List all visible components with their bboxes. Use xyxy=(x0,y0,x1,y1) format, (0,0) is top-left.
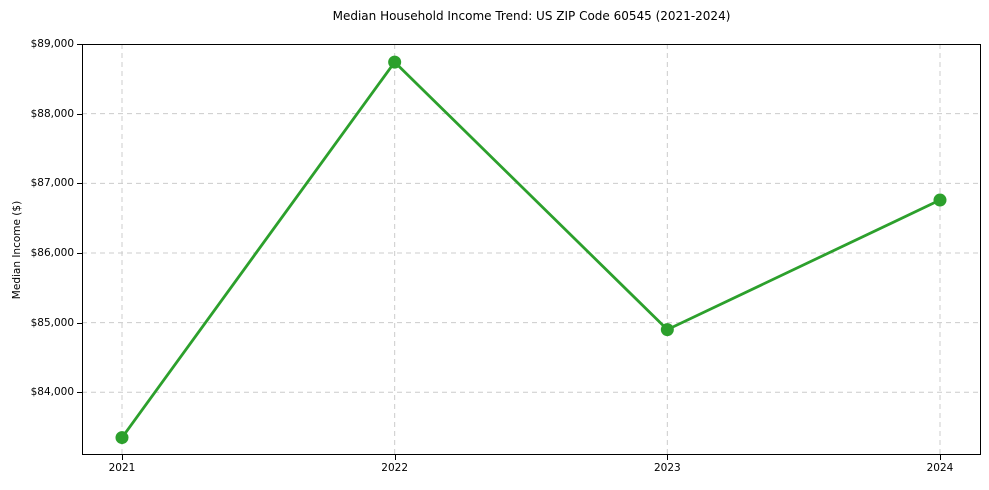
data-point-2021 xyxy=(115,431,129,445)
data-point-2024 xyxy=(933,193,947,207)
y-tick-mark xyxy=(77,252,82,254)
x-tick-mark xyxy=(940,455,941,460)
y-tick-label: $87,000 xyxy=(30,177,74,190)
x-tick-label: 2021 xyxy=(108,462,136,474)
y-tick-mark xyxy=(77,392,82,394)
trend-line xyxy=(120,59,942,439)
y-tick-label: $89,000 xyxy=(30,38,74,50)
x-tick-label: 2024 xyxy=(926,462,954,474)
x-tick-mark xyxy=(394,455,396,460)
plot-frame xyxy=(82,44,981,455)
x-tick-label: 2022 xyxy=(381,462,409,474)
line-plot-canvas xyxy=(82,44,981,455)
data-point-2022 xyxy=(388,55,402,69)
y-tick-mark xyxy=(77,183,82,185)
y-tick-mark xyxy=(77,44,82,45)
y-tick-label: $84,000 xyxy=(30,386,74,399)
y-tick-label: $85,000 xyxy=(30,316,74,329)
y-tick-mark xyxy=(77,322,82,324)
chart-title: Median Household Income Trend: US ZIP Co… xyxy=(332,9,731,23)
x-tick-mark xyxy=(667,455,669,460)
x-tick-mark xyxy=(122,455,123,460)
y-tick-label: $88,000 xyxy=(30,107,74,120)
x-tick-label: 2023 xyxy=(653,462,681,474)
data-point-2023 xyxy=(660,323,674,337)
y-tick-mark xyxy=(77,113,82,115)
y-tick-label: $86,000 xyxy=(30,246,74,259)
